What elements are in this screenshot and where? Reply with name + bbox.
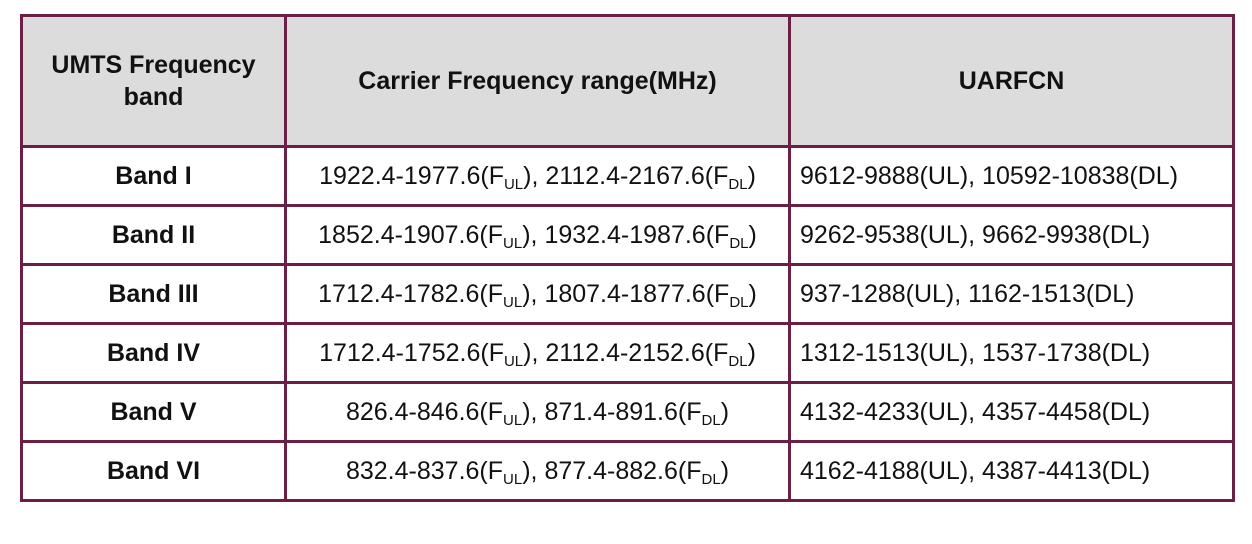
header-row: UMTS Frequency band Carrier Frequency ra…	[20, 14, 1235, 148]
dl-subscript: DL	[728, 353, 748, 370]
band-name-cell: Band IV	[20, 322, 287, 384]
freq-symbol: F	[714, 221, 730, 249]
freq-symbol: F	[686, 398, 702, 426]
dl-subscript: DL	[729, 235, 749, 252]
umts-frequency-table: UMTS Frequency band Carrier Frequency ra…	[20, 14, 1235, 502]
carrier-frequency-cell: 826.4-846.6(FUL), 871.4-891.6(FDL)	[284, 381, 791, 443]
ul-range-value: 1852.4-1907.6	[318, 221, 480, 249]
freq-symbol: F	[487, 457, 504, 485]
dl-range-value: 1807.4-1877.6	[544, 280, 706, 308]
header-frequency-band: UMTS Frequency band	[20, 14, 287, 148]
ul-range-value: 1712.4-1752.6	[319, 339, 481, 367]
carrier-frequency-cell: 1852.4-1907.6(FUL), 1932.4-1987.6(FDL)	[284, 204, 791, 266]
dl-range-value: 1932.4-1987.6	[544, 221, 706, 249]
dl-subscript: DL	[728, 176, 748, 193]
table-body: Band I 1922.4-1977.6(FUL), 2112.4-2167.6(…	[20, 145, 1235, 502]
dl-range-value: 2112.4-2167.6	[545, 162, 705, 190]
band-name-cell: Band II	[20, 204, 287, 266]
freq-symbol: F	[487, 398, 504, 426]
band-name-cell: Band III	[20, 263, 287, 325]
ul-subscript: UL	[503, 353, 524, 370]
table-row: Band III 1712.4-1782.6(FUL), 1807.4-1877.…	[20, 263, 1235, 325]
ul-range-value: 832.4-837.6	[345, 457, 480, 485]
freq-symbol: F	[487, 280, 504, 308]
band-name-cell: Band V	[20, 381, 287, 443]
dl-subscript: DL	[701, 412, 721, 429]
frequency-table-container: UMTS Frequency band Carrier Frequency ra…	[20, 14, 1235, 502]
freq-symbol: F	[686, 457, 702, 485]
uarfcn-cell: 4162-4188(UL), 4387-4413(DL)	[788, 440, 1235, 502]
ul-range-value: 1712.4-1782.6	[318, 280, 480, 308]
table-row: Band VI 832.4-837.6(FUL), 877.4-882.6(FDL…	[20, 440, 1235, 502]
ul-subscript: UL	[503, 471, 523, 488]
ul-range-value: 1922.4-1977.6	[319, 162, 481, 190]
uarfcn-cell: 4132-4233(UL), 4357-4458(DL)	[788, 381, 1235, 443]
ul-subscript: UL	[503, 294, 523, 311]
table-row: Band II 1852.4-1907.6(FUL), 1932.4-1987.6…	[20, 204, 1235, 266]
uarfcn-cell: 937-1288(UL), 1162-1513(DL)	[788, 263, 1235, 325]
freq-symbol: F	[714, 280, 730, 308]
freq-symbol: F	[488, 162, 504, 190]
carrier-frequency-cell: 832.4-837.6(FUL), 877.4-882.6(FDL)	[284, 440, 791, 502]
uarfcn-cell: 1312-1513(UL), 1537-1738(DL)	[788, 322, 1235, 384]
table-row: Band IV 1712.4-1752.6(FUL), 2112.4-2152.6…	[20, 322, 1235, 384]
dl-range-value: 2112.4-2152.6	[545, 339, 705, 367]
uarfcn-cell: 9262-9538(UL), 9662-9938(DL)	[788, 204, 1235, 266]
carrier-frequency-cell: 1712.4-1782.6(FUL), 1807.4-1877.6(FDL)	[284, 263, 791, 325]
table-row: Band V 826.4-846.6(FUL), 871.4-891.6(FDL)…	[20, 381, 1235, 443]
ul-subscript: UL	[503, 176, 524, 193]
band-name-cell: Band VI	[20, 440, 287, 502]
uarfcn-cell: 9612-9888(UL), 10592-10838(DL)	[788, 145, 1235, 207]
freq-symbol: F	[488, 339, 504, 367]
ul-subscript: UL	[503, 235, 523, 252]
header-uarfcn: UARFCN	[788, 14, 1235, 148]
dl-subscript: DL	[701, 471, 721, 488]
carrier-frequency-cell: 1712.4-1752.6(FUL), 2112.4-2152.6(FDL)	[284, 322, 791, 384]
table-row: Band I 1922.4-1977.6(FUL), 2112.4-2167.6(…	[20, 145, 1235, 207]
freq-symbol: F	[487, 221, 504, 249]
dl-range-value: 877.4-882.6	[544, 457, 678, 485]
dl-subscript: DL	[729, 294, 749, 311]
carrier-frequency-cell: 1922.4-1977.6(FUL), 2112.4-2167.6(FDL)	[284, 145, 791, 207]
band-name-cell: Band I	[20, 145, 287, 207]
table-header: UMTS Frequency band Carrier Frequency ra…	[20, 14, 1235, 148]
freq-symbol: F	[713, 339, 729, 367]
header-carrier-frequency-range: Carrier Frequency range(MHz)	[284, 14, 791, 148]
ul-range-value: 826.4-846.6	[345, 398, 480, 426]
ul-subscript: UL	[503, 412, 523, 429]
freq-symbol: F	[713, 162, 729, 190]
dl-range-value: 871.4-891.6	[544, 398, 678, 426]
